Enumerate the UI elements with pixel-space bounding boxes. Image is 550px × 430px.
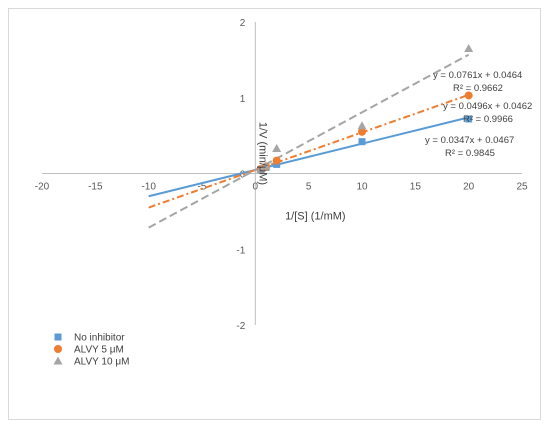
x-tick-label: 0 bbox=[253, 182, 259, 193]
data-point bbox=[272, 156, 281, 165]
data-point bbox=[464, 91, 473, 100]
trendline bbox=[148, 53, 470, 229]
legend-marker bbox=[54, 345, 62, 353]
x-tick-label: 5 bbox=[306, 182, 312, 193]
data-point bbox=[358, 127, 366, 136]
x-tick-label: 10 bbox=[356, 182, 368, 193]
x-tick-label: -20 bbox=[35, 182, 50, 193]
trendline-equation: y = 0.0496x + 0.0462 bbox=[443, 101, 532, 112]
trendlines bbox=[148, 53, 470, 229]
trendline-equation: y = 0.0761x + 0.0464 bbox=[433, 70, 522, 81]
trendline bbox=[148, 93, 469, 209]
y-tick-label: 0 bbox=[240, 170, 246, 181]
y-tick-label: 2 bbox=[240, 18, 246, 29]
data-point bbox=[261, 161, 271, 170]
x-axis-title: 1/[S] (1/mM) bbox=[285, 211, 346, 223]
y-tick-labels: -2 -1 0 1 2 bbox=[236, 18, 245, 332]
data-point bbox=[358, 138, 366, 146]
legend-marker bbox=[54, 333, 62, 341]
data-point bbox=[357, 121, 367, 130]
data-point bbox=[256, 164, 266, 173]
axes bbox=[42, 22, 522, 325]
x-tick-label: 25 bbox=[516, 182, 528, 193]
x-tick-labels: -20 -15 -10 -5 0 5 10 15 20 25 bbox=[35, 182, 528, 193]
legend-label: ALVY 10 μM bbox=[74, 357, 129, 368]
legend-label: ALVY 5 μM bbox=[74, 345, 124, 356]
x-tick-label: -10 bbox=[141, 182, 156, 193]
data-point bbox=[464, 44, 474, 53]
trendline-equations: y = 0.0347x + 0.0467 R² = 0.9845 y = 0.049… bbox=[425, 70, 532, 159]
trendline-r-squared: R² = 0.9966 bbox=[463, 114, 513, 125]
data-markers bbox=[256, 44, 474, 174]
legend-label: No inhibitor bbox=[74, 333, 125, 344]
x-tick-label: 20 bbox=[463, 182, 475, 193]
legend-marker bbox=[53, 356, 63, 365]
x-tick-label: -5 bbox=[198, 182, 207, 193]
chart-frame bbox=[8, 8, 541, 420]
x-tick-label: -15 bbox=[88, 182, 103, 193]
trendline-equation: y = 0.0347x + 0.0467 bbox=[425, 135, 514, 146]
data-point bbox=[465, 115, 473, 123]
y-tick-label: 1 bbox=[240, 94, 246, 105]
trendline bbox=[148, 116, 469, 198]
x-tick-label: 15 bbox=[410, 182, 422, 193]
y-tick-label: -2 bbox=[236, 321, 245, 332]
trendline-r-squared: R² = 0.9845 bbox=[445, 148, 495, 159]
trendline-r-squared: R² = 0.9662 bbox=[453, 83, 503, 94]
y-axis-title: 1/V (min/μM) bbox=[256, 122, 268, 185]
y-tick-label: -1 bbox=[236, 245, 245, 256]
data-point bbox=[272, 144, 282, 153]
